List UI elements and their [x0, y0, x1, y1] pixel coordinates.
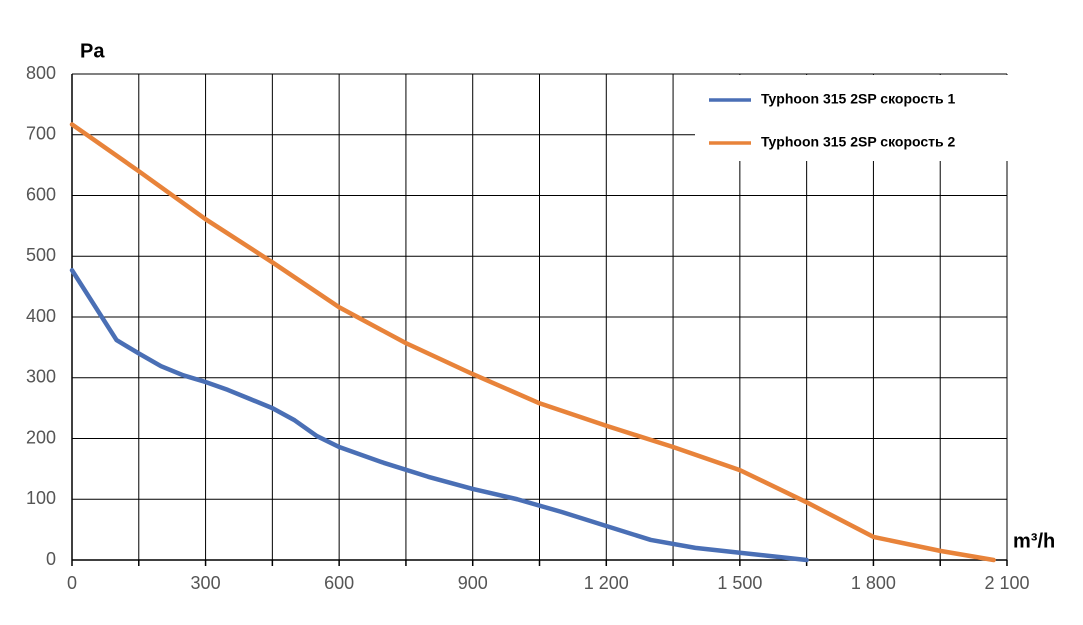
- y-axis-label: Pa: [80, 40, 105, 62]
- series-line: [69, 122, 996, 563]
- y-tick-label: 400: [26, 306, 56, 326]
- y-tick-label: 0: [46, 549, 56, 569]
- x-tick-label: 0: [67, 573, 77, 593]
- series-line: [69, 267, 809, 563]
- legend-box: [695, 75, 1008, 161]
- x-tick-label: 2 100: [984, 573, 1029, 593]
- y-tick-label: 100: [26, 488, 56, 508]
- y-tick-label: 200: [26, 427, 56, 447]
- legend-label: Typhoon 315 2SP скорость 1: [761, 91, 956, 107]
- y-tick-label: 500: [26, 245, 56, 265]
- legend-label: Typhoon 315 2SP скорость 2: [761, 134, 956, 150]
- y-tick-label: 300: [26, 367, 56, 387]
- y-tick-label: 700: [26, 124, 56, 144]
- x-tick-label: 300: [191, 573, 221, 593]
- x-tick-label: 600: [324, 573, 354, 593]
- x-tick-label: 1 200: [584, 573, 629, 593]
- x-tick-label: 900: [458, 573, 488, 593]
- x-tick-label: 1 800: [851, 573, 896, 593]
- x-tick-label: 1 500: [717, 573, 762, 593]
- y-tick-label: 800: [26, 63, 56, 83]
- y-tick-label: 600: [26, 184, 56, 204]
- x-axis-label: m³/h: [1013, 530, 1055, 552]
